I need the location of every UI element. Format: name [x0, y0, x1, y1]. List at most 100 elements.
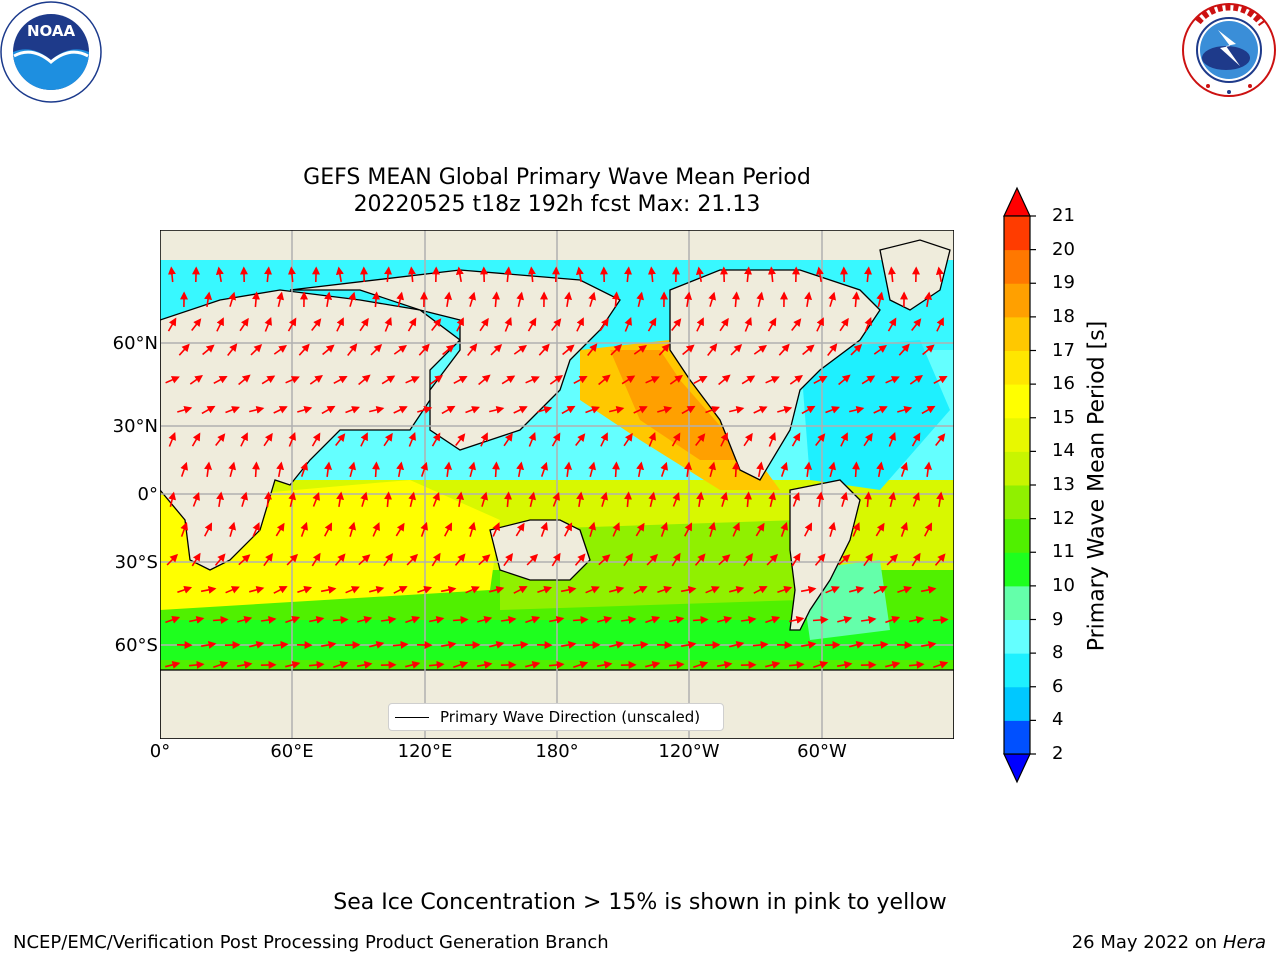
wave-arrow — [860, 615, 877, 624]
wave-arrow — [348, 461, 357, 478]
wave-arrow — [719, 317, 729, 332]
colorbar-band — [1004, 686, 1030, 721]
wave-arrow — [708, 291, 717, 307]
wave-arrow — [609, 405, 625, 414]
wave-arrow — [345, 586, 360, 594]
wave-arrow — [804, 461, 813, 478]
wave-arrow — [348, 291, 357, 307]
wave-arrow — [908, 660, 925, 669]
wave-arrow — [467, 343, 478, 356]
wave-arrow — [864, 491, 873, 508]
wave-arrow — [658, 343, 670, 356]
wave-arrow — [489, 405, 505, 414]
wave-arrow — [708, 461, 717, 478]
wave-arrow — [646, 553, 659, 566]
x-tick-60e: 60°E — [270, 741, 314, 762]
wave-arrow — [681, 405, 696, 415]
wave-arrow — [479, 317, 489, 332]
colorbar-band — [1004, 283, 1030, 318]
wave-arrow — [612, 291, 621, 308]
colorbar-band — [1004, 417, 1030, 452]
wave-arrow — [694, 553, 706, 566]
wave-arrow — [791, 318, 802, 331]
wave-arrow — [191, 432, 201, 447]
wave-arrow — [228, 291, 237, 307]
wave-arrow — [789, 615, 805, 624]
wave-arrow — [297, 405, 313, 414]
legend-line-swatch — [395, 717, 429, 718]
wave-arrow — [812, 615, 829, 624]
wave-arrow — [309, 615, 325, 624]
wave-arrow — [852, 522, 860, 537]
wave-arrow — [836, 660, 853, 669]
colorbar-tick-label: 19 — [1052, 272, 1075, 294]
atlantic-north — [800, 340, 950, 490]
colorbar-tick-label: 2 — [1052, 743, 1064, 764]
wave-arrow — [203, 522, 213, 537]
wave-arrow — [492, 291, 501, 308]
wave-arrow — [813, 660, 829, 669]
wave-arrow — [285, 376, 300, 384]
wave-arrow — [309, 374, 323, 385]
wave-arrow — [465, 406, 480, 414]
wave-arrow — [911, 552, 921, 567]
wave-arrow — [264, 317, 272, 332]
wave-arrow — [359, 317, 369, 332]
wave-arrow — [922, 344, 935, 356]
wave-arrow — [189, 615, 205, 624]
wave-arrow — [429, 374, 443, 385]
colorbar-tick-label: 18 — [1052, 305, 1075, 327]
wave-arrow — [417, 586, 433, 594]
wave-arrow — [478, 554, 491, 566]
wave-arrow — [837, 615, 853, 624]
wave-arrow — [513, 406, 528, 414]
wave-arrow — [357, 615, 373, 624]
wave-arrow — [384, 491, 393, 508]
wave-arrow — [778, 343, 790, 356]
wave-arrow — [935, 266, 944, 283]
north-pacific-dark-orange — [610, 350, 750, 460]
wave-arrow — [392, 640, 409, 649]
wave-arrow — [671, 552, 681, 567]
wave-arrow — [802, 344, 815, 356]
wave-arrow — [848, 585, 865, 594]
colorbar — [1003, 186, 1036, 784]
wave-arrow — [633, 586, 648, 594]
wave-arrow — [431, 432, 441, 447]
wave-arrow — [645, 660, 661, 669]
wave-arrow — [476, 660, 493, 669]
wave-arrow — [744, 266, 753, 283]
wave-arrow — [623, 432, 633, 447]
wave-arrow — [684, 461, 693, 478]
colorbar-band — [1004, 619, 1030, 654]
wave-arrow — [324, 461, 333, 478]
wave-arrow — [537, 586, 553, 594]
wave-arrow — [285, 660, 301, 669]
wave-arrow — [288, 432, 296, 447]
wave-arrow — [765, 660, 781, 669]
wave-arrow — [380, 615, 397, 624]
wave-arrow — [825, 406, 840, 414]
wave-arrow — [503, 432, 513, 447]
wave-arrow — [238, 554, 251, 566]
wave-arrow — [393, 406, 408, 414]
wave-arrow — [648, 432, 656, 447]
wave-arrow — [225, 586, 240, 594]
wave-arrow — [886, 553, 899, 566]
wave-arrow — [876, 291, 885, 307]
wave-arrow — [360, 432, 368, 447]
wave-arrow — [324, 291, 333, 308]
wave-arrow — [468, 461, 477, 478]
wave-arrow — [369, 640, 385, 649]
wave-arrow — [669, 615, 685, 624]
wave-arrow — [609, 640, 625, 649]
wave-arrow — [549, 615, 565, 624]
wave-arrow — [492, 461, 501, 478]
wave-arrow — [261, 375, 276, 385]
wave-arrow — [167, 266, 176, 283]
wave-arrow — [838, 554, 851, 566]
wave-arrow — [420, 521, 428, 537]
wave-arrow — [816, 491, 825, 508]
wave-arrow — [504, 266, 513, 283]
wave-arrow — [813, 375, 828, 385]
